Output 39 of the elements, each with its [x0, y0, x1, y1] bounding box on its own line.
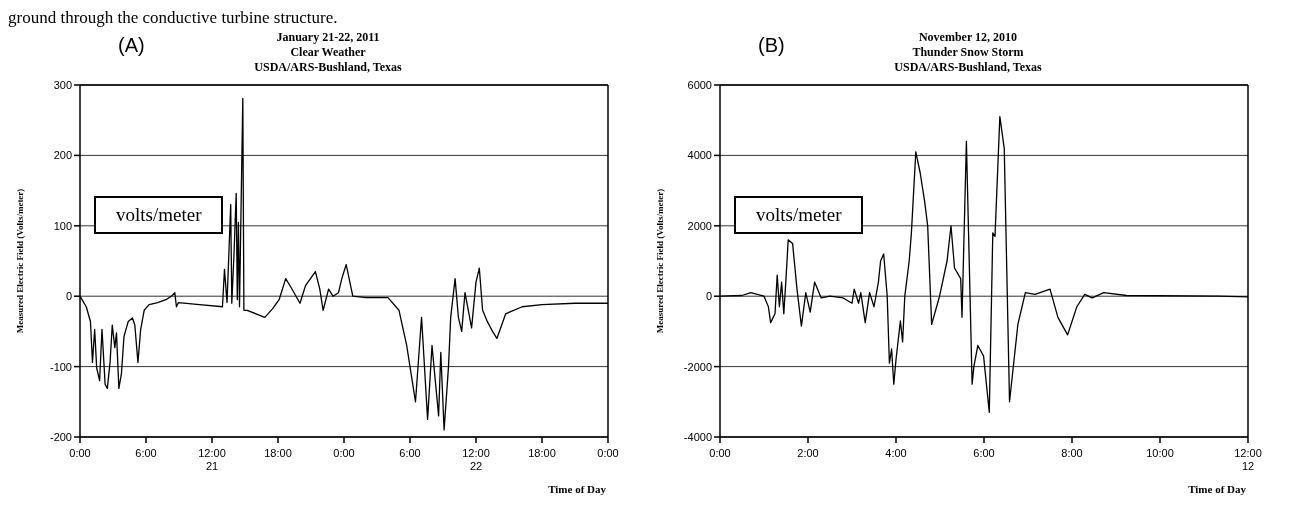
x-tick-label: 12:00 21 [198, 447, 226, 472]
x-tick-label: 0:00 [333, 447, 355, 459]
text: ground through the conductive turbine structure. [8, 8, 339, 29]
x-axis-title: Time of Day [1188, 483, 1247, 495]
x-tick-label: 4:00 [885, 447, 907, 459]
x-tick-label: 0:00 [709, 447, 731, 459]
chart-title: November 12, 2010 [918, 30, 1018, 44]
y-tick-label: 200 [53, 149, 72, 162]
y-tick-label: 0 [705, 290, 712, 303]
chart-title: January 21-22, 2011 [276, 30, 380, 44]
x-tick-label: 6:00 [135, 447, 157, 459]
x-tick-label: 18:00 [264, 447, 292, 459]
x-axis-title: Time of Day [548, 483, 607, 495]
text: (A) [118, 34, 145, 57]
x-tick-label: 10:00 [1146, 447, 1174, 459]
annotation: volts/meter [94, 196, 224, 234]
y-tick-label: 4000 [687, 149, 712, 162]
text: (B) [758, 34, 785, 57]
y-tick-label: 100 [53, 219, 72, 232]
y-tick-label: -100 [49, 360, 72, 373]
x-tick-label: 6:00 [399, 447, 421, 459]
y-tick-label: -4000 [683, 430, 712, 443]
annotation: volts/meter [734, 196, 864, 234]
x-tick-label: 18:00 [528, 447, 556, 459]
y-tick-label: 2000 [687, 219, 712, 232]
y-tick-label: 6000 [687, 78, 712, 91]
x-tick-label: 8:00 [1061, 447, 1083, 459]
x-tick-label: 12:00 22 [462, 447, 490, 472]
y-axis-title: Measured Electric Field (Volts/meter) [655, 188, 666, 334]
y-tick-label: -200 [49, 430, 72, 443]
x-tick-label: 12:00 12 [1234, 447, 1262, 472]
x-tick-label: 0:00 [69, 447, 91, 459]
y-tick-label: -2000 [683, 360, 712, 373]
x-tick-label: 2:00 [797, 447, 819, 459]
x-tick-label: 6:00 [973, 447, 995, 459]
x-tick-label: 0:00 [597, 447, 619, 459]
y-tick-label: 300 [53, 78, 72, 91]
y-axis-title: Measured Electric Field (Volts/meter) [15, 188, 26, 334]
y-tick-label: 0 [65, 290, 72, 303]
